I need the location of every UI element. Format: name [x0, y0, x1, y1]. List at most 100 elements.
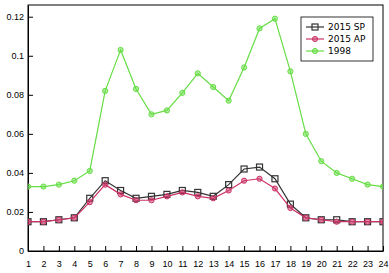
tick-label: 13	[209, 259, 219, 269]
tick-mark	[28, 212, 33, 213]
tick: 0.02	[6, 207, 33, 217]
marker	[149, 198, 154, 203]
tick-mark	[213, 246, 214, 251]
tick: 2	[41, 246, 46, 269]
tick-mark	[275, 246, 276, 251]
tick: 7	[119, 246, 124, 269]
tick-label: 2	[41, 259, 46, 269]
tick: 14	[224, 246, 234, 269]
tick: 17	[270, 246, 280, 269]
tick: 0.08	[6, 90, 33, 100]
marker	[164, 194, 169, 199]
tick: 0.12	[6, 12, 33, 22]
marker	[288, 69, 293, 74]
tick-mark	[28, 56, 33, 57]
marker	[241, 65, 246, 70]
tick-mark	[136, 246, 137, 251]
tick: 5	[88, 246, 93, 269]
marker	[350, 219, 355, 224]
tick-label: 18	[286, 259, 296, 269]
legend-box	[301, 17, 373, 61]
marker	[303, 131, 308, 136]
marker	[241, 178, 246, 183]
marker	[226, 188, 231, 193]
tick-mark	[182, 246, 183, 251]
marker	[87, 200, 92, 205]
tick-mark	[43, 246, 44, 251]
marker	[72, 178, 77, 183]
legend-label: 1998	[328, 46, 351, 56]
marker	[103, 88, 108, 93]
marker	[349, 219, 355, 225]
marker	[380, 219, 383, 224]
marker	[257, 26, 262, 31]
tick-label: 4	[72, 259, 77, 269]
tick-mark	[28, 173, 33, 174]
tick-label: 1	[26, 259, 31, 269]
marker	[226, 98, 231, 103]
marker	[318, 217, 324, 223]
tick-label: 0.02	[6, 207, 24, 217]
plot-frame	[28, 5, 383, 251]
marker	[288, 205, 293, 210]
tick-label: 0.06	[6, 129, 24, 139]
marker	[365, 182, 370, 187]
series	[28, 164, 383, 225]
tick-mark	[306, 246, 307, 251]
tick-label: 16	[255, 259, 265, 269]
line	[28, 167, 383, 222]
marker	[319, 159, 324, 164]
tick-mark	[90, 246, 91, 251]
marker	[28, 219, 31, 224]
tick: 8	[134, 246, 139, 269]
marker	[365, 219, 370, 224]
marker	[211, 196, 216, 201]
marker	[257, 176, 262, 181]
marker	[41, 184, 46, 189]
line	[28, 19, 383, 187]
tick: 16	[255, 246, 265, 269]
marker	[303, 215, 309, 221]
marker	[303, 215, 308, 220]
marker	[380, 184, 383, 189]
marker	[149, 112, 154, 117]
tick-mark	[352, 246, 353, 251]
tick-label: 0.08	[6, 90, 24, 100]
marker	[319, 217, 324, 222]
marker	[195, 194, 200, 199]
tick-label: 15	[240, 259, 250, 269]
tick: 22	[348, 246, 358, 269]
marker	[133, 198, 138, 203]
marker	[272, 186, 277, 191]
legend-marker	[312, 24, 318, 30]
tick-mark	[368, 246, 369, 251]
y-axis: 00.020.040.060.080.10.12	[6, 6, 33, 257]
marker	[180, 90, 185, 95]
tick-mark	[337, 246, 338, 251]
legend-label: 2015 AP	[328, 34, 366, 44]
tick-mark	[105, 246, 106, 251]
tick-label: 0	[19, 246, 24, 256]
legend: 2015 SP2015 AP1998	[301, 17, 373, 61]
legend-marker	[312, 36, 317, 41]
marker	[103, 182, 108, 187]
marker	[72, 215, 77, 220]
tick-mark	[167, 246, 168, 251]
tick: 23	[363, 246, 373, 269]
marker	[40, 219, 46, 225]
tick: 9	[149, 246, 154, 269]
tick-label: 24	[378, 259, 388, 269]
marker	[118, 47, 123, 52]
tick-label: 23	[363, 259, 373, 269]
tick: 18	[286, 246, 296, 269]
tick-mark	[321, 246, 322, 251]
tick-mark	[74, 246, 75, 251]
tick-label: 5	[88, 259, 93, 269]
legend-line	[306, 26, 324, 27]
marker	[350, 176, 355, 181]
tick: 6	[103, 246, 108, 269]
marker	[118, 192, 123, 197]
tick-label: 11	[178, 259, 187, 269]
marker	[164, 108, 169, 113]
tick-label: 3	[57, 259, 62, 269]
